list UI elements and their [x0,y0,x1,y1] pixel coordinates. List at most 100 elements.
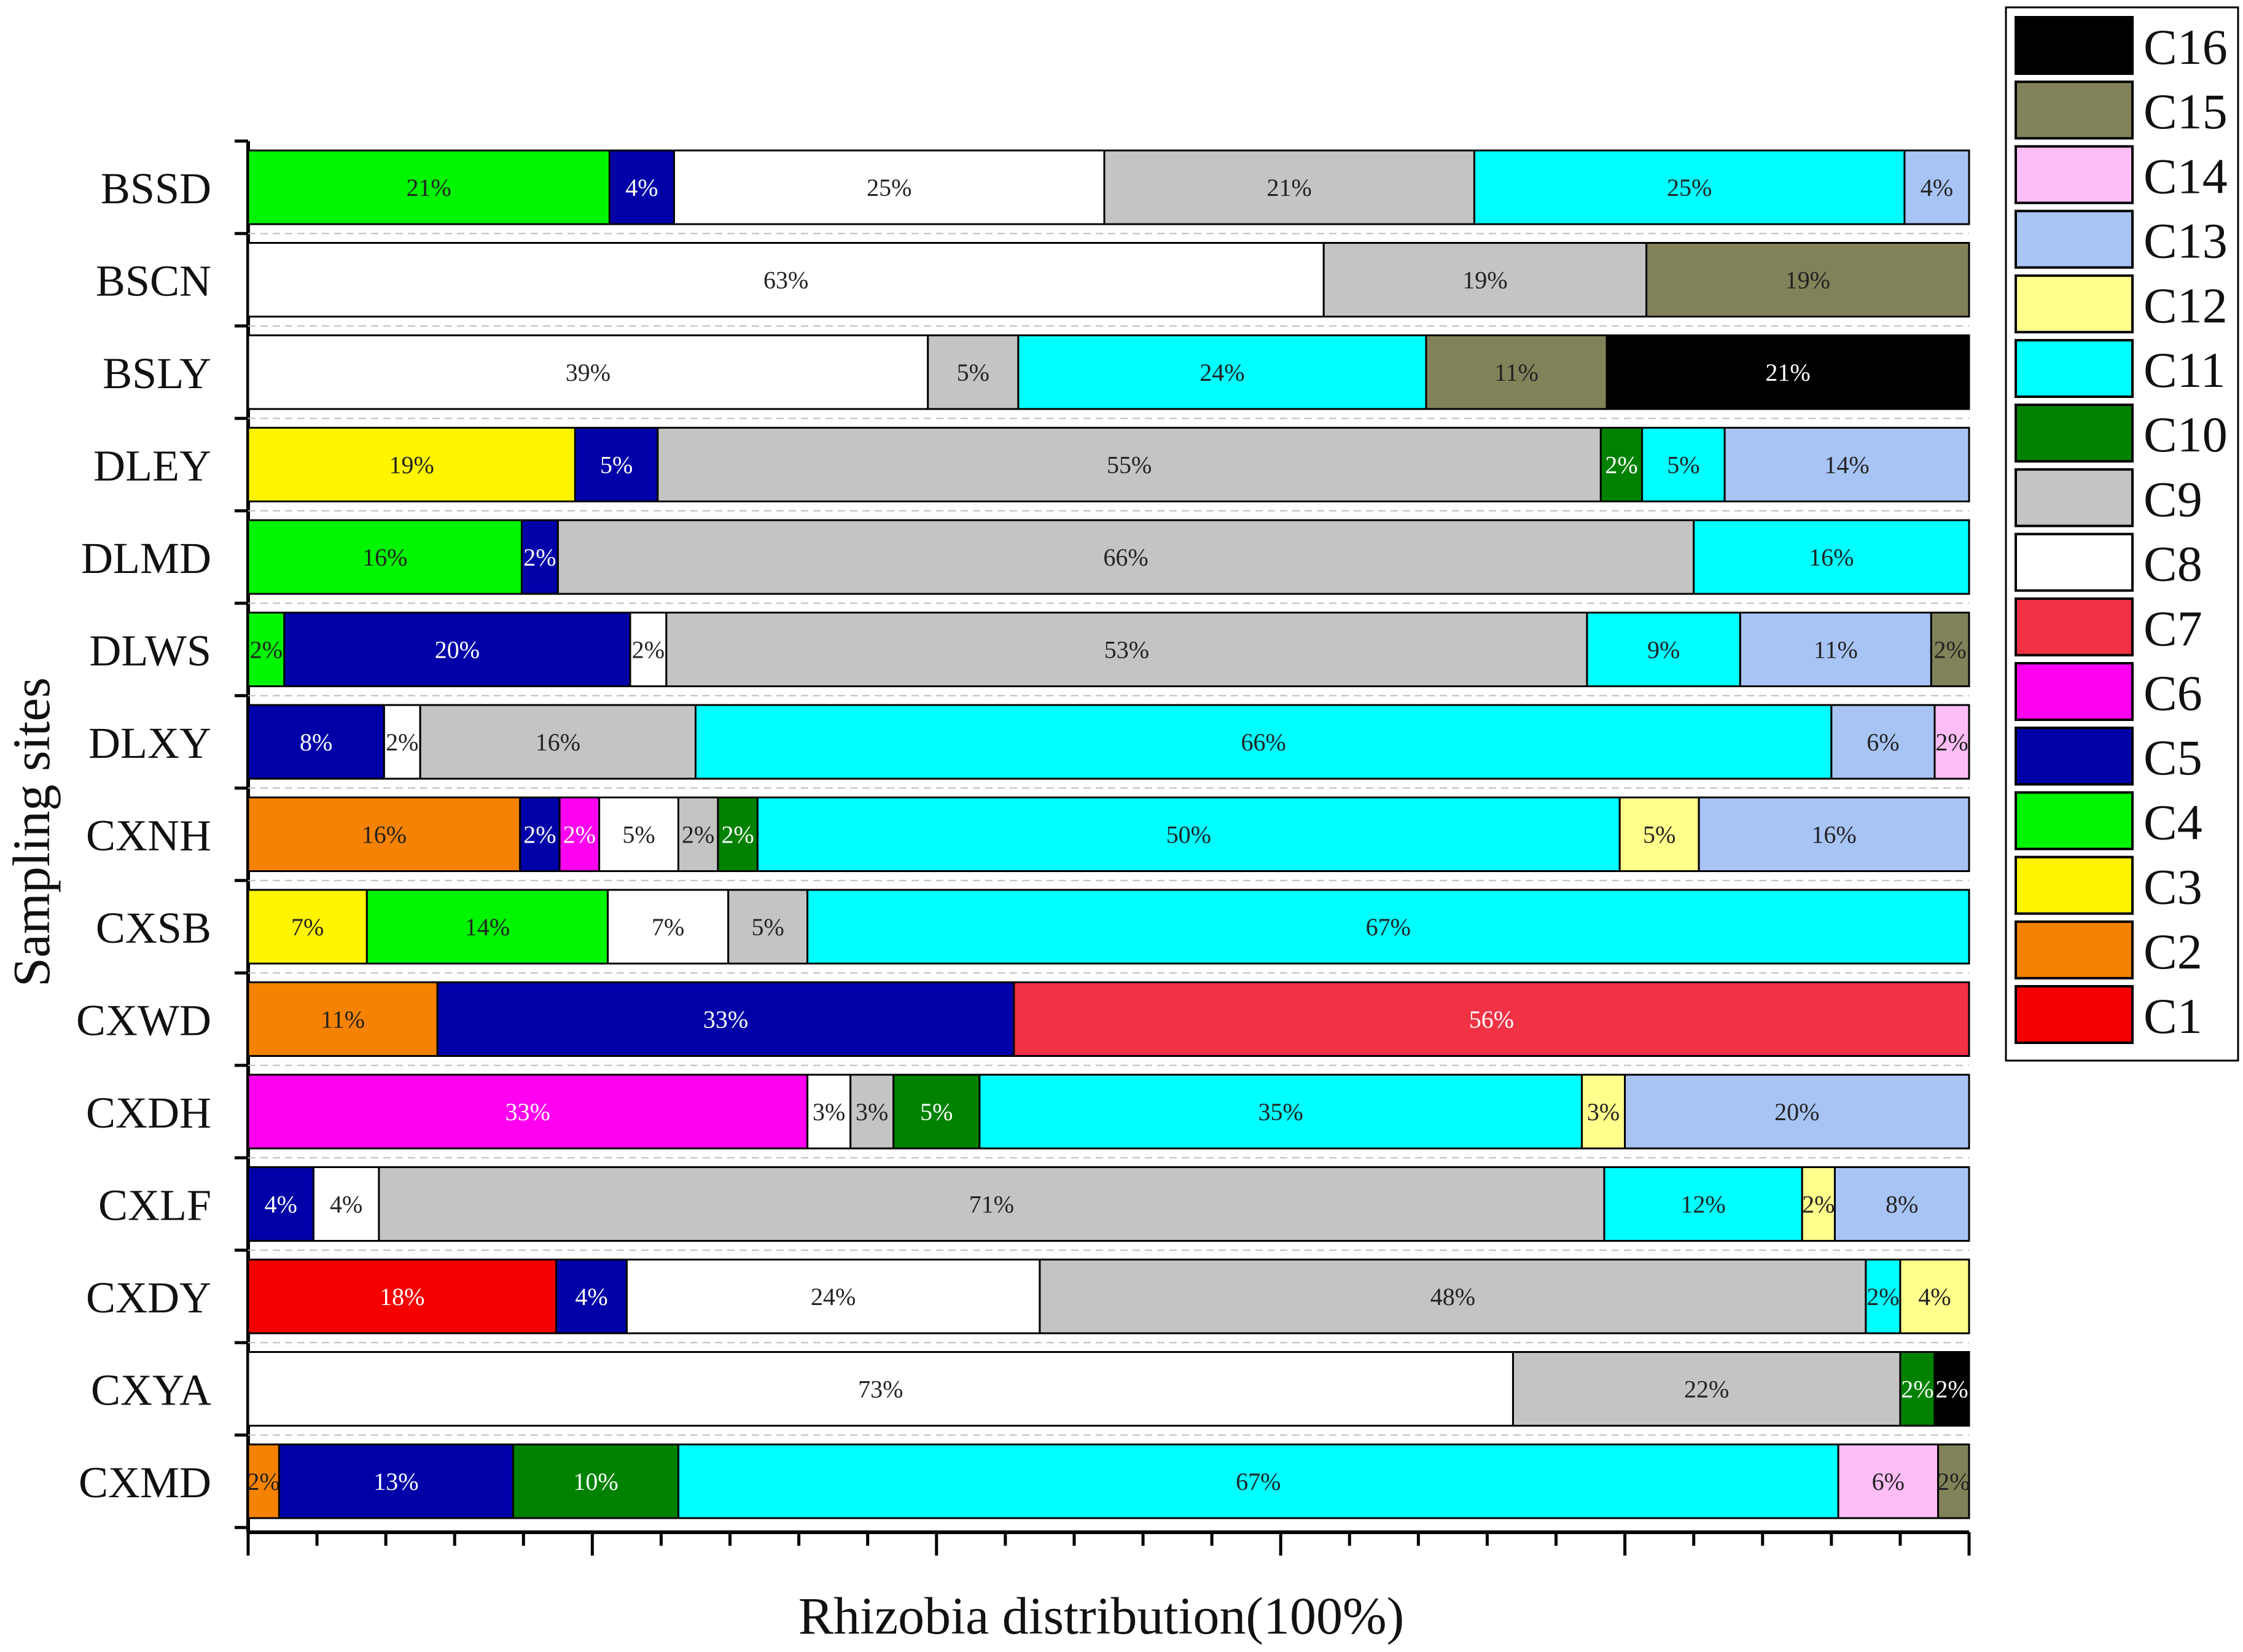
bar-segment [1624,1073,1970,1150]
bar-segment [278,1443,515,1519]
bar-segment [1937,1443,1970,1519]
bar-row: 7% 14% 7% 5% 67% [247,889,1970,965]
data-label: 21% [1765,359,1810,386]
data-label: 16% [536,728,580,756]
data-label: 5% [1667,451,1699,479]
data-label: 3% [856,1098,888,1126]
bar-segment [1603,1166,1803,1242]
bar-row: 63% 19% 19% [247,242,1970,318]
legend-swatch [2015,403,2134,463]
bar-segment [1830,704,1936,780]
bar-row: 16% 2% 2% 5% 2% 2% 50% 5% 16% [247,797,1970,872]
data-label: 48% [1430,1283,1475,1311]
legend-swatch [2015,339,2134,398]
legend-item: C9 [2015,468,2202,528]
site-label: CXSB [96,903,211,953]
bar-segment [927,334,1020,410]
bar-segment [1013,981,1970,1057]
bar-row: 73% 22% 2% 2% [247,1351,1970,1427]
bar-segment [695,704,1833,780]
data-label: 50% [1166,821,1211,849]
bar-segment [1586,612,1741,687]
data-label: 6% [1867,728,1899,756]
legend-item: C14 [2015,145,2228,205]
bar-row: 2% 13% 10% 67% 6% 2% [247,1443,1970,1519]
data-label: 5% [622,821,655,849]
bar-segment [1739,612,1932,687]
data-label: 3% [1587,1098,1620,1126]
data-label: 2% [1934,636,1967,664]
legend-swatch [2015,727,2134,786]
legend-label: C15 [2144,84,2228,139]
legend-item: C7 [2015,597,2202,657]
bar-segment [1581,1073,1626,1150]
bar-segment [677,797,719,872]
bar-segment [247,1166,314,1242]
bar-segment [436,981,1015,1057]
y-axis-title: Sampling sites [2,677,61,987]
legend-item: C4 [2015,791,2202,851]
bar-segment [727,889,809,965]
site-label: BSCN [96,257,211,306]
bar-segment [1103,149,1475,225]
bar-segment [625,1258,1041,1334]
bar-row: 18% 4% 24% 48% 2% 4% [247,1258,1970,1334]
legend-label: C1 [2144,988,2202,1044]
bar-segment [806,1073,852,1150]
data-label: 13% [373,1468,418,1495]
bar-segment [607,889,730,965]
data-label: 5% [600,451,633,479]
data-label: 19% [389,451,434,479]
data-label: 73% [858,1376,903,1403]
bar-segment [555,1258,628,1334]
bar-segment [598,797,679,872]
bar-segment [1641,427,1726,502]
data-label: 2% [682,821,714,849]
data-label: 35% [1258,1098,1303,1126]
bar-row: 21% 4% 25% 21% 25% 4% [247,149,1970,225]
bar-segment [677,1443,1839,1519]
bar-segment [1930,612,1970,687]
legend-label: C5 [2144,730,2202,785]
legend: C16 C15 C14 C13 C12 C11 C10 C9 C8 C7 C6 C5 C4 C3 C2 C1 [2005,6,2239,1062]
data-label: 5% [957,359,989,386]
legend-swatch [2015,532,2134,592]
legend-item: C15 [2015,80,2228,140]
legend-item: C12 [2015,274,2228,333]
data-label: 33% [703,1006,748,1034]
data-label: 19% [1785,267,1830,294]
bar-segment [556,519,1695,595]
data-label: 7% [652,913,684,941]
data-label: 8% [1886,1191,1918,1218]
axes-layer [235,139,1971,1556]
data-label: 56% [1469,1006,1514,1034]
bar-segment [1933,704,1970,780]
site-label: CXMD [79,1458,211,1507]
legend-label: C9 [2144,471,2202,527]
data-label: 9% [1647,636,1680,664]
legend-swatch [2015,468,2134,528]
legend-swatch [2015,855,2134,915]
legend-item: C16 [2015,16,2228,75]
data-label: 19% [1462,267,1507,294]
legend-label: C12 [2144,278,2228,333]
x-axis-title: Rhizobia distribution(100%) [798,1586,1404,1645]
legend-item: C5 [2015,727,2202,786]
data-label: 16% [362,544,407,571]
data-label: 5% [752,913,784,941]
site-label: CXDH [86,1088,211,1137]
data-label: 2% [386,728,418,756]
legend-label: C11 [2144,342,2226,398]
legend-swatch [2015,597,2134,657]
data-label: 25% [867,174,911,201]
bar-segment [1693,519,1970,595]
bar-segment [1698,797,1970,872]
data-label: 2% [1937,1468,1970,1495]
bar-row: 4% 4% 71% 12% 2% 8% [247,1166,1970,1242]
data-label: 2% [722,821,754,849]
bar-segment [1833,1166,1970,1242]
bar-segment [1039,1258,1867,1334]
data-label: 66% [1241,728,1286,756]
legend-item: C2 [2015,920,2202,980]
bar-segment [665,612,1588,687]
